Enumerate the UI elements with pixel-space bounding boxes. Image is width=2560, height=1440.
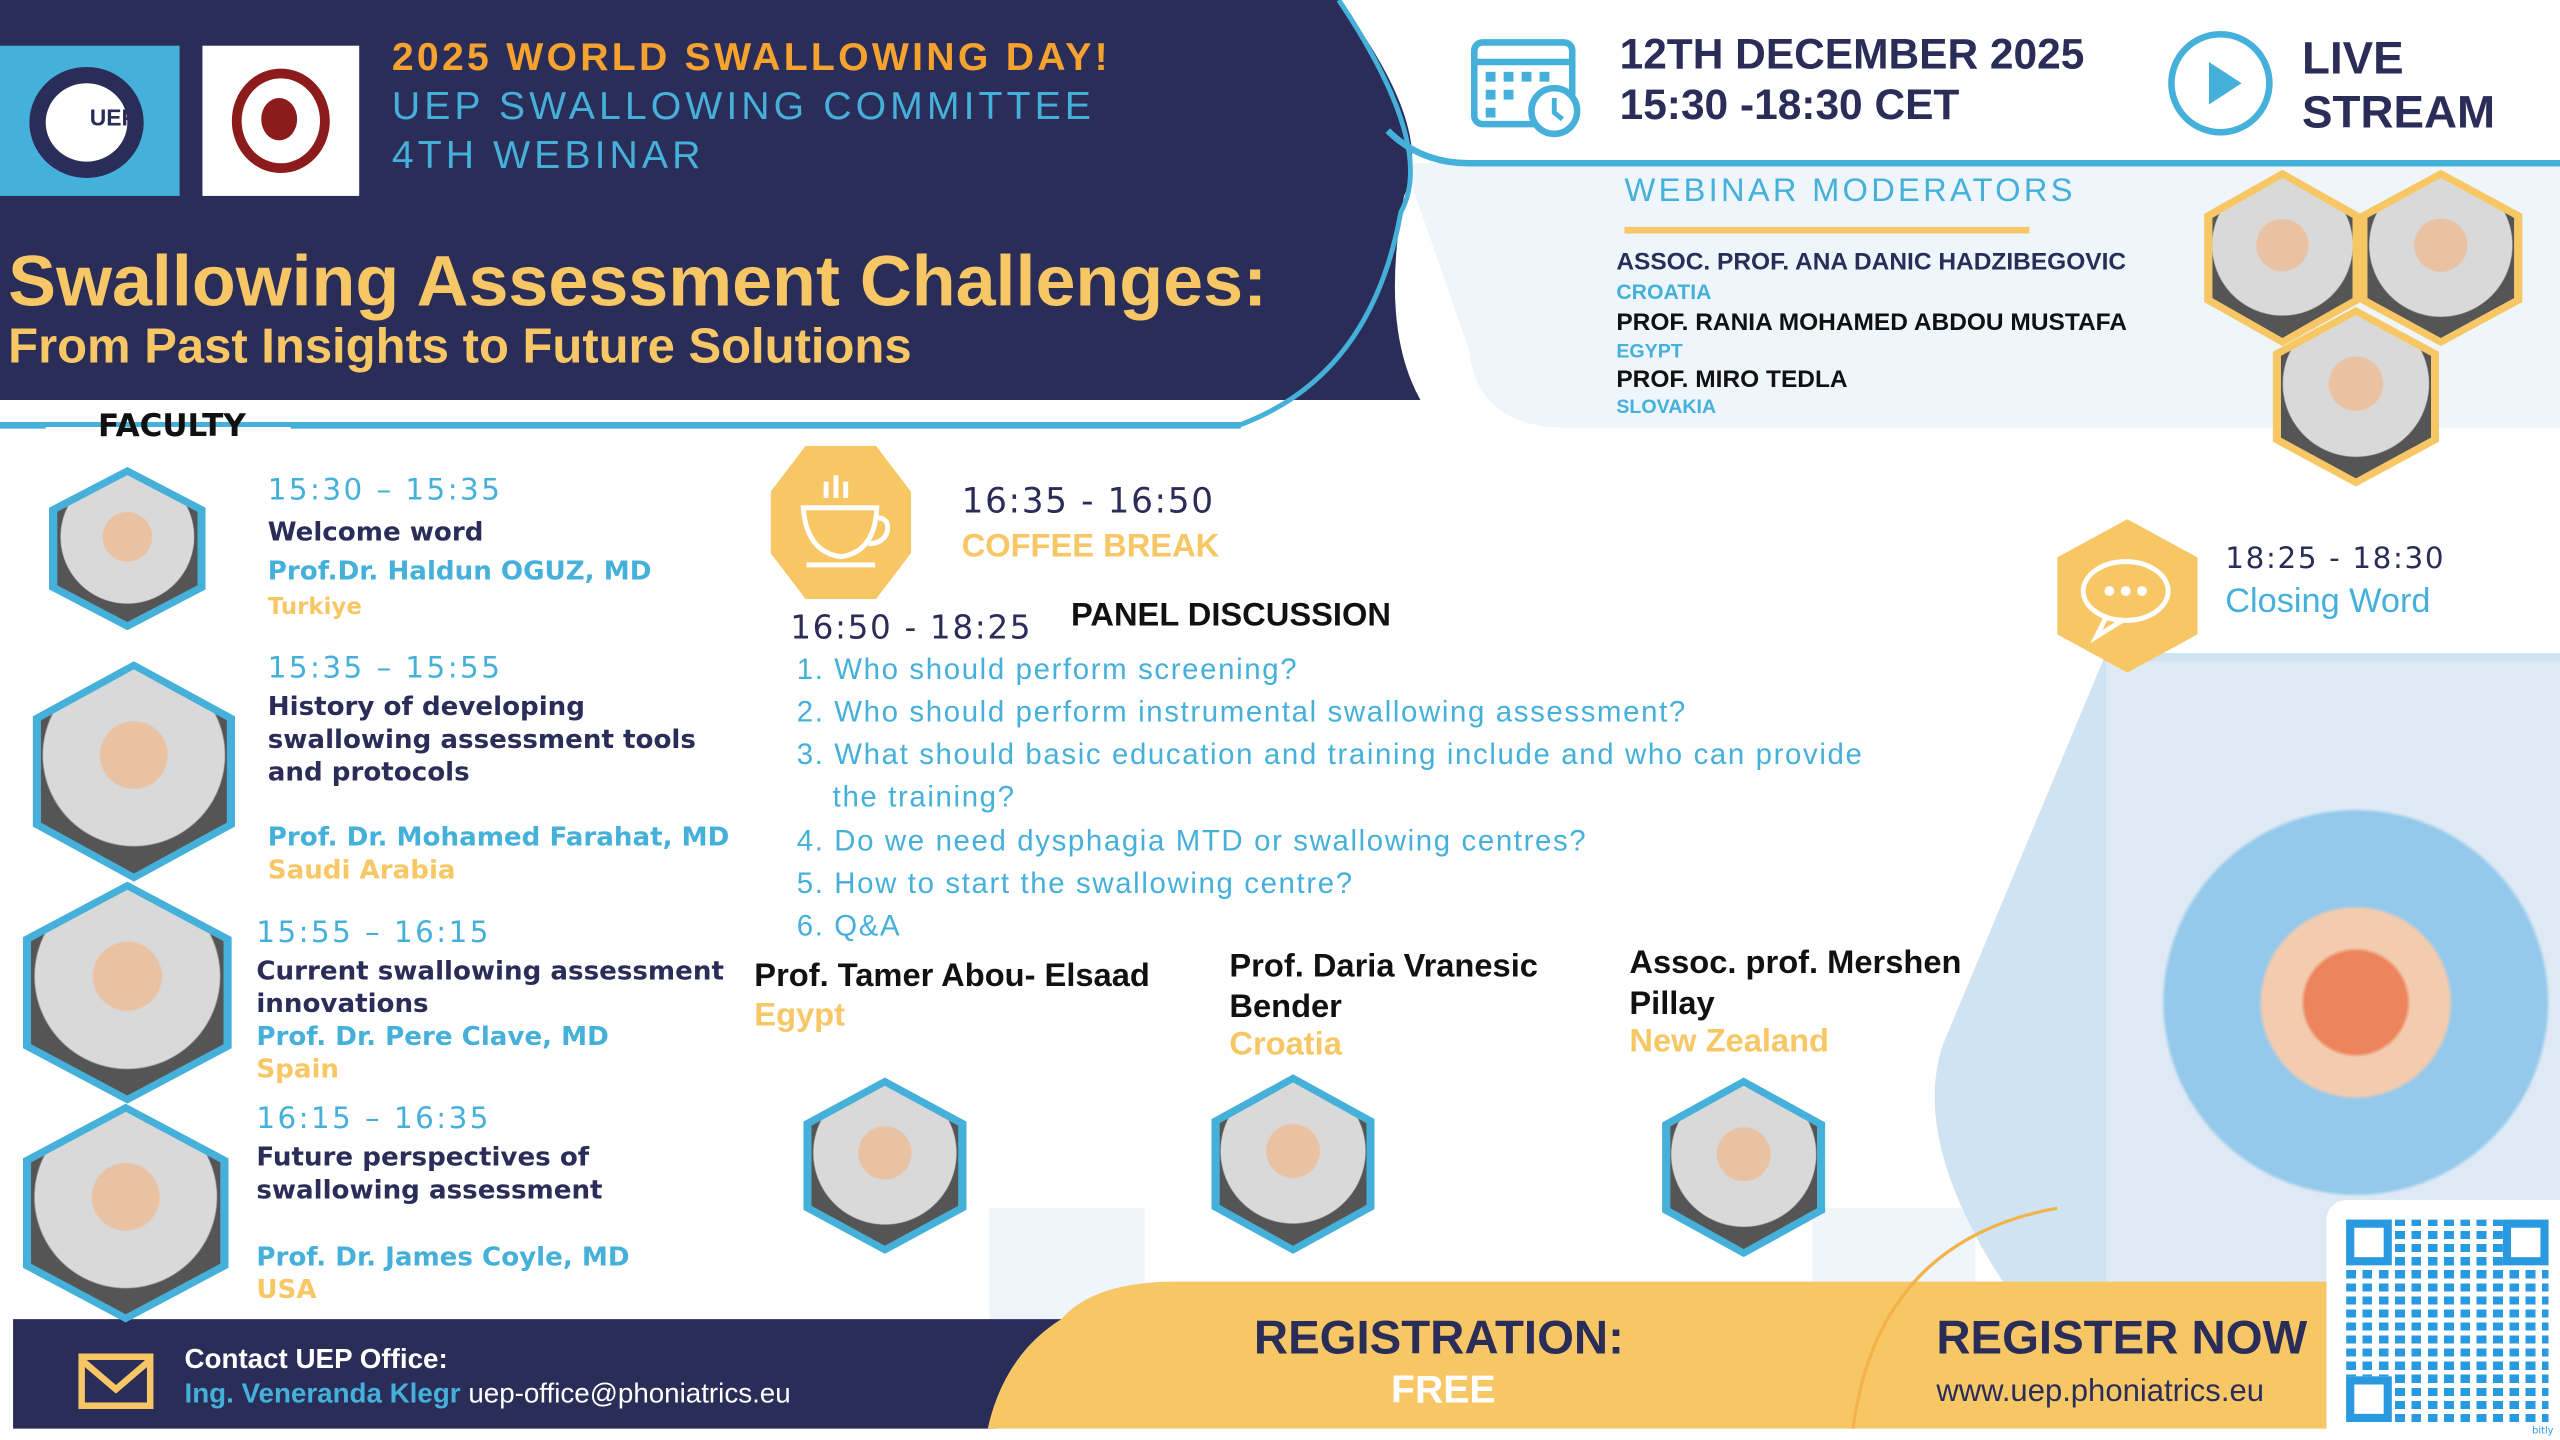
registration-label: REGISTRATION: xyxy=(1253,1312,1624,1365)
panel-question: 4. Do we need dysphagia MTD or swallowin… xyxy=(796,824,1588,858)
panelist-country: Croatia xyxy=(1229,1026,1342,1063)
contact-label: Contact UEP Office: xyxy=(184,1343,448,1375)
contact-line: Ing. Veneranda Klegr uep-office@phoniatr… xyxy=(184,1378,790,1411)
speaker-name: Prof.Dr. Haldun OGUZ, MD xyxy=(267,555,652,587)
world-swallowing-day-logo xyxy=(202,45,360,196)
registration-free: FREE xyxy=(1391,1368,1496,1413)
register-now-button[interactable]: REGISTER NOW xyxy=(1936,1312,2308,1365)
coffee-time: 16:35 - 16:50 xyxy=(961,481,1215,521)
panel-label: PANEL DISCUSSION xyxy=(1071,597,1391,634)
closing-label: Closing Word xyxy=(2225,582,2431,621)
speaker-country: USA xyxy=(256,1273,317,1305)
panelist-name: Assoc. prof. Mershen Pillay xyxy=(1629,945,1962,1023)
panel-question: 1. Who should perform screening? xyxy=(796,653,1299,686)
panelist-name: Prof. Tamer Abou- Elsaad xyxy=(754,958,1150,995)
moderator-country: SLOVAKIA xyxy=(1616,395,1717,418)
panelist-name: Prof. Daria Vranesic Bender xyxy=(1229,948,1538,1026)
session-topic: Welcome word xyxy=(267,515,484,547)
coffee-label: COFFEE BREAK xyxy=(961,528,1220,565)
mail-icon[interactable] xyxy=(78,1353,154,1409)
contact-name: Ing. Veneranda Klegr xyxy=(184,1377,461,1409)
uep-logo: UEP xyxy=(0,45,180,196)
speaker-name: Prof. Dr. Mohamed Farahat, MD xyxy=(267,821,730,853)
speaker-country: Spain xyxy=(256,1053,340,1085)
throat-anatomy-illustration xyxy=(2106,661,2560,1282)
closing-time: 18:25 - 18:30 xyxy=(2225,542,2446,577)
header-line2: UEP SWALLOWING COMMITTEE xyxy=(391,84,1096,129)
moderator-name: PROF. MIRO TEDLA xyxy=(1616,365,1848,394)
speaker-country: Turkiye xyxy=(267,594,362,621)
session-time: 16:15 – 16:35 xyxy=(256,1102,491,1137)
moderator-photo xyxy=(2359,169,2523,347)
session-time: 15:35 – 15:55 xyxy=(267,651,503,686)
registration-qr-code[interactable]: bitly xyxy=(2326,1199,2560,1440)
registration-url-link[interactable]: www.uep.phoniatrics.eu xyxy=(1936,1374,2264,1409)
header-line3: 4TH WEBINAR xyxy=(391,133,705,178)
session-time: 15:30 – 15:35 xyxy=(267,473,503,508)
coffee-cup-icon xyxy=(770,445,912,600)
panel-question: 3. What should basic education and train… xyxy=(796,737,1864,771)
panel-question: 5. How to start the swallowing centre? xyxy=(796,866,1354,900)
panel-question: 2. Who should perform instrumental swall… xyxy=(796,695,1687,729)
calendar-clock-icon xyxy=(1471,39,1581,138)
faculty-heading: FACULTY xyxy=(97,408,246,445)
moderator-name: ASSOC. PROF. ANA DANIC HADZIBEGOVIC xyxy=(1616,248,2127,276)
moderator-name: PROF. RANIA MOHAMED ABDOU MUSTAFA xyxy=(1616,308,2127,337)
contact-email-link[interactable]: uep-office@phoniatrics.eu xyxy=(468,1377,791,1409)
stream-label: STREAM xyxy=(2302,86,2496,138)
moderator-country: CROATIA xyxy=(1616,279,1712,304)
speaker-country: Saudi Arabia xyxy=(267,853,456,885)
speaker-name: Prof. Dr. Pere Clave, MD xyxy=(256,1020,609,1052)
session-topic: History of developing swallowing assessm… xyxy=(267,690,696,787)
page-subtitle: From Past Insights to Future Solutions xyxy=(8,319,912,374)
live-label: LIVE xyxy=(2302,32,2404,84)
qr-label: bitly xyxy=(2532,1425,2554,1437)
panelist-country: New Zealand xyxy=(1629,1023,1830,1060)
speaker-name: Prof. Dr. James Coyle, MD xyxy=(256,1240,630,1272)
panel-question: 6. Q&A xyxy=(796,909,902,943)
header-line1: 2025 WORLD SWALLOWING DAY! xyxy=(391,35,1111,80)
heading-underline xyxy=(1624,226,2030,234)
panel-question: the training? xyxy=(832,780,1016,814)
page-title: Swallowing Assessment Challenges: xyxy=(8,241,1267,322)
session-topic: Current swallowing assessment innovation… xyxy=(256,955,724,1019)
panel-time: 16:50 - 18:25 xyxy=(790,607,1033,647)
play-icon[interactable] xyxy=(2167,29,2275,137)
moderator-country: EGYPT xyxy=(1616,339,1683,363)
session-time: 15:55 – 16:15 xyxy=(256,915,491,951)
moderators-heading: WEBINAR MODERATORS xyxy=(1624,173,2076,209)
event-date: 12TH DECEMBER 2025 xyxy=(1619,29,2085,79)
event-time: 15:30 -18:30 CET xyxy=(1619,79,1960,129)
session-topic: Future perspectives of swallowing assess… xyxy=(256,1141,603,1205)
panelist-country: Egypt xyxy=(754,997,845,1034)
